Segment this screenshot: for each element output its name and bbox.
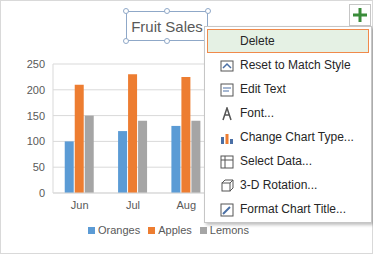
html-text:Change Chart Type...: Change Chart Type...: [240, 130, 354, 144]
html-text:Delete: Delete: [240, 34, 275, 48]
html-text:Font...: Font...: [240, 106, 274, 120]
html-text:Reset to Match Style: Reset to Match Style: [240, 58, 351, 72]
svg-text:Jul: Jul: [126, 199, 140, 211]
html-text:3-D Rotation...: 3-D Rotation...: [240, 178, 318, 192]
html-text:Oranges: Oranges: [98, 224, 141, 236]
svg-text:250: 250: [27, 58, 45, 70]
html-text:Select Data...: Select Data...: [240, 154, 312, 168]
html-text:Apples: Apples: [158, 224, 192, 236]
svg-text:50: 50: [33, 161, 45, 173]
svg-text:Aug: Aug: [177, 199, 197, 211]
svg-text:0: 0: [39, 187, 45, 199]
html-text:Edit Text: Edit Text: [240, 82, 286, 96]
html-text:Fruit Sales: Fruit Sales: [131, 17, 203, 35]
svg-text:150: 150: [27, 110, 45, 122]
html-text:Format Chart Title...: Format Chart Title...: [240, 202, 346, 216]
svg-text:200: 200: [27, 84, 45, 96]
html-text:Lemons: Lemons: [209, 224, 249, 236]
svg-text:Jun: Jun: [71, 199, 89, 211]
svg-text:100: 100: [27, 135, 45, 147]
